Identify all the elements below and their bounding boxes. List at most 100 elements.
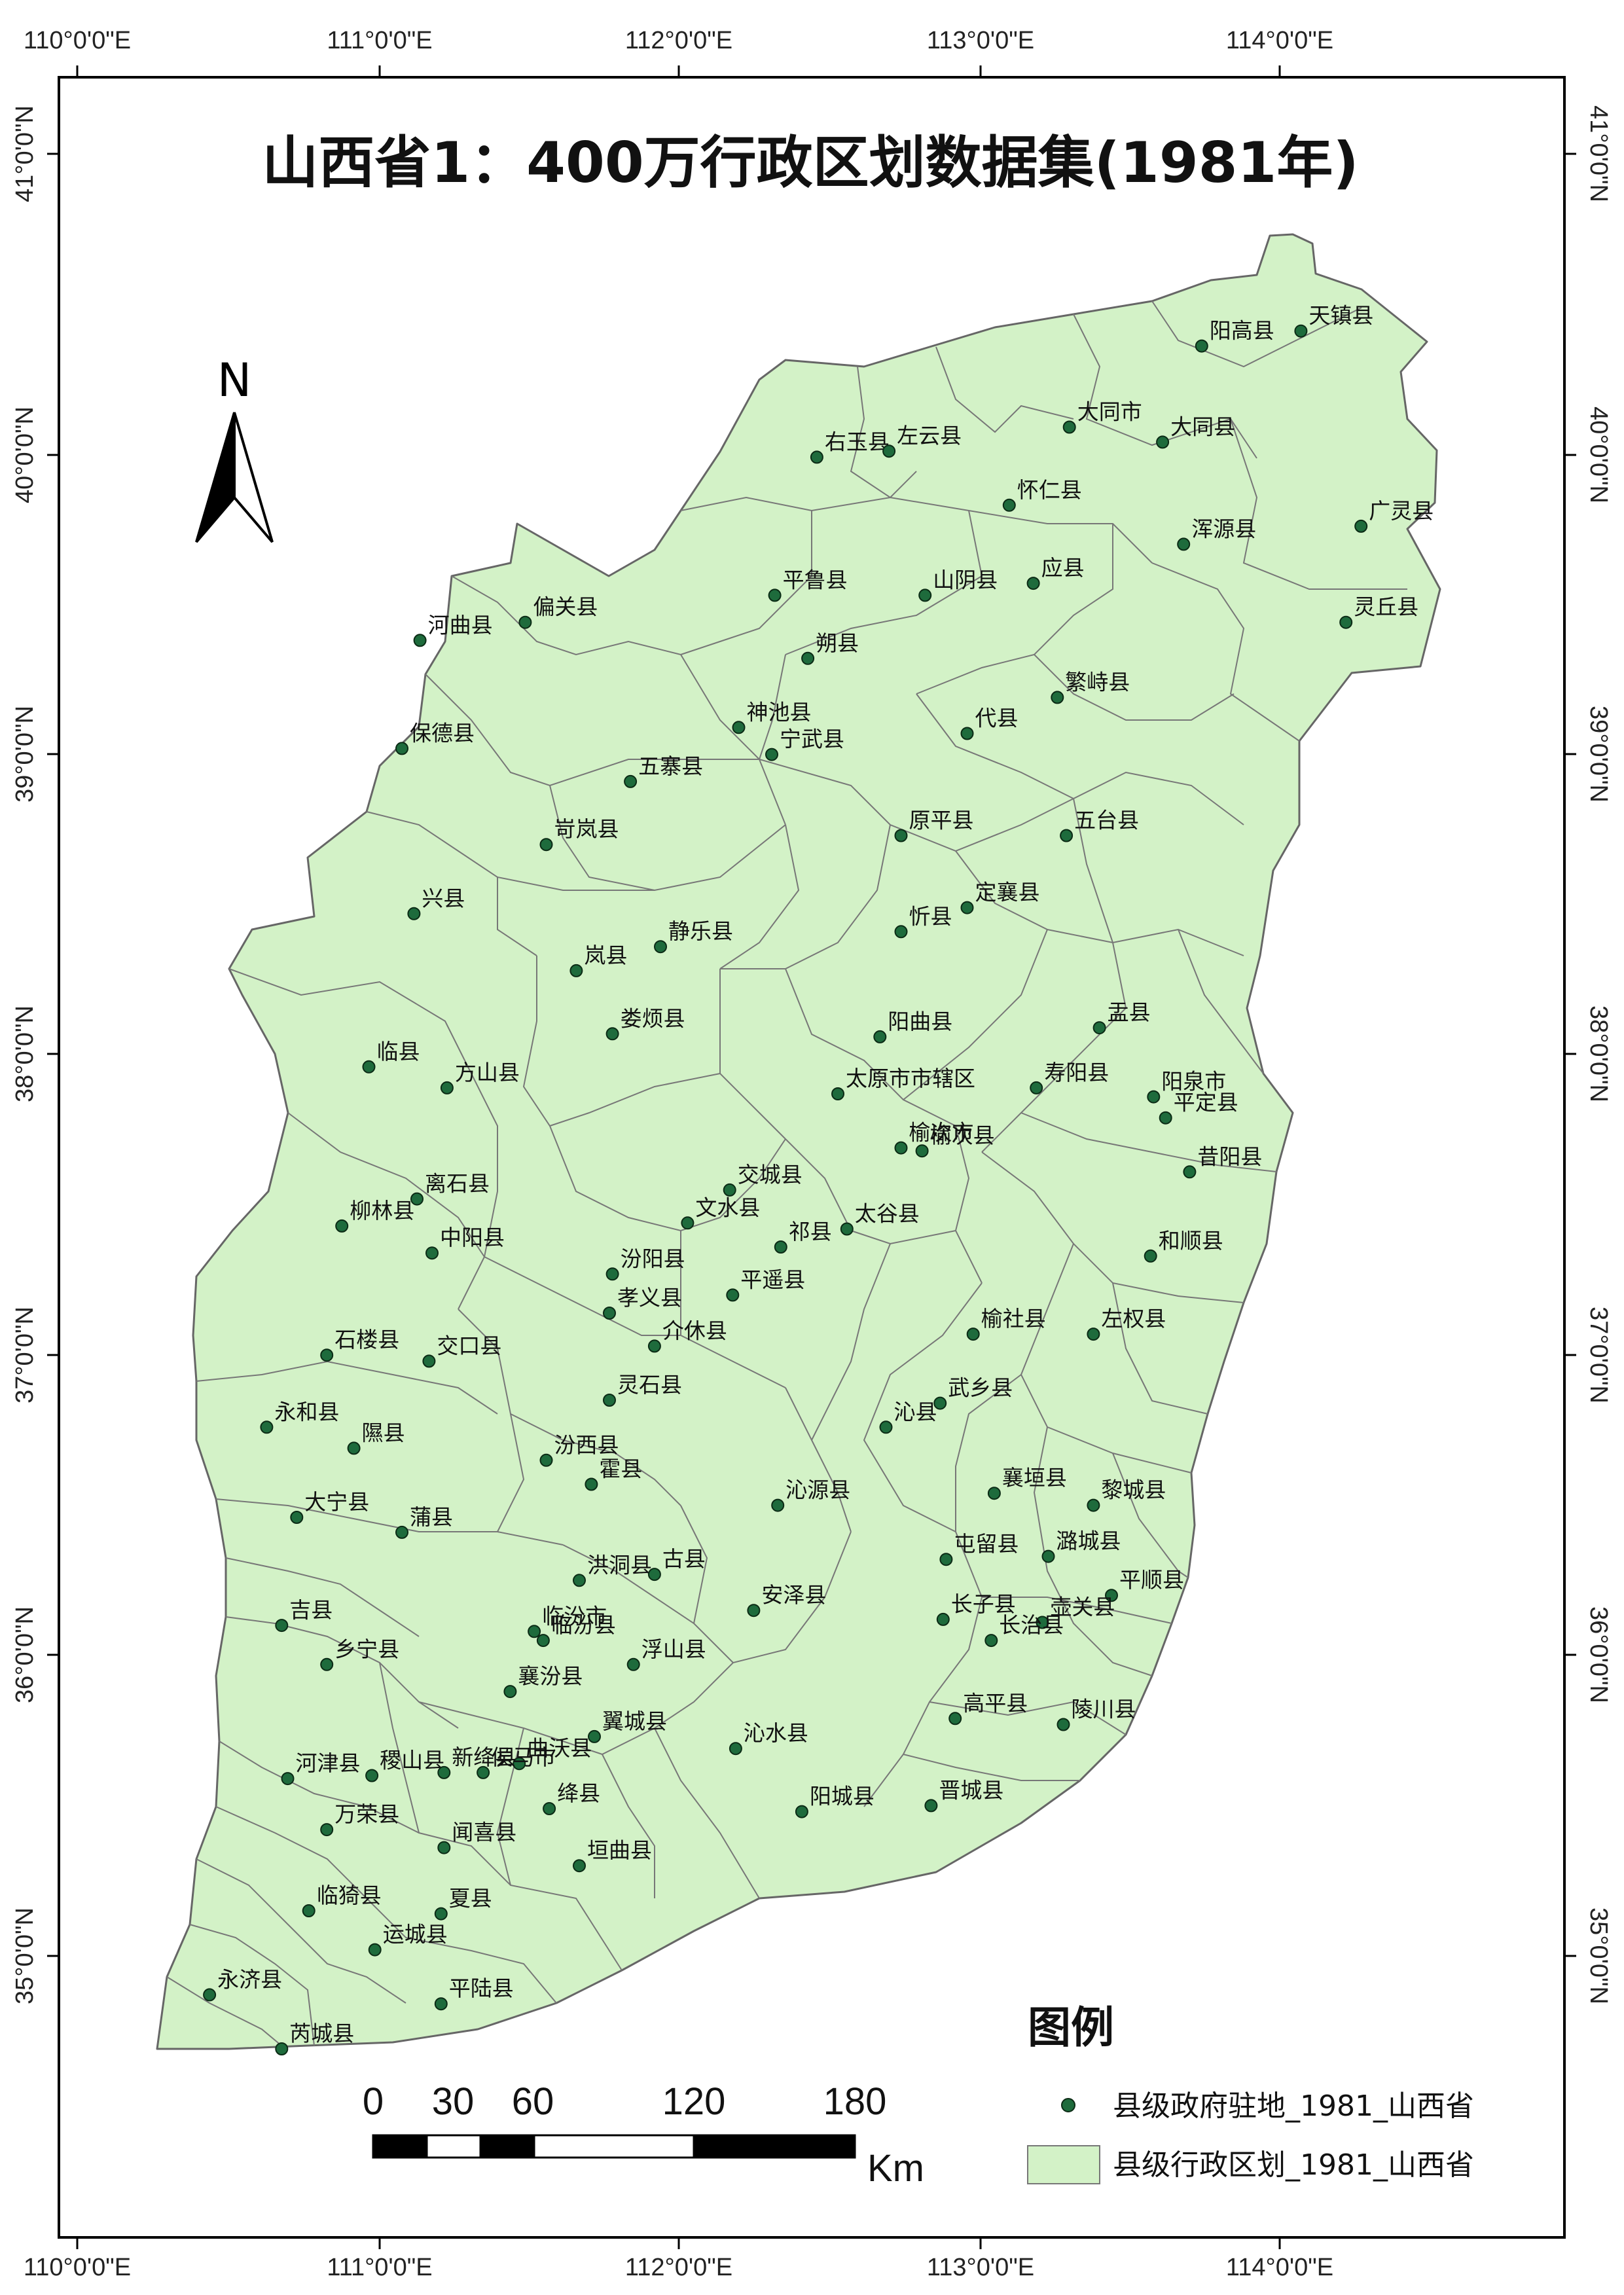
county-seat-dot (1159, 1111, 1172, 1125)
scale-bar: 0 30 60 120 180 Km (363, 2080, 924, 2190)
county-seat-dot (840, 1222, 854, 1236)
county-label: 潞城县 (1056, 1528, 1121, 1554)
shanxi-province-polygon (156, 233, 1441, 2050)
county-label: 沁源县 (785, 1477, 850, 1503)
county-seat-dot (918, 588, 932, 602)
county-label: 太谷县 (855, 1201, 920, 1227)
county-label: 晋城县 (939, 1777, 1003, 1803)
county-seat-dot (939, 1553, 953, 1566)
lon-label-bottom: 110°0'0"E (24, 2254, 131, 2281)
county-seat-dot (425, 1246, 439, 1260)
county-label: 兴县 (422, 886, 465, 911)
county-label: 介休县 (662, 1318, 727, 1343)
county-seat-dot (984, 1634, 998, 1648)
county-label: 绛县 (557, 1780, 600, 1806)
county-label: 临县 (377, 1039, 420, 1064)
county-seat-dot (729, 1742, 742, 1756)
county-seat-dot (1147, 1090, 1161, 1104)
county-seat-dot (765, 748, 778, 761)
county-seat-dot (1030, 1081, 1043, 1094)
county-label: 榆次市 (909, 1120, 974, 1146)
county-seat-dot (924, 1799, 938, 1813)
lat-label-right: 38°0'0"N (1585, 1005, 1612, 1102)
county-label: 盂县 (1108, 1000, 1151, 1025)
graticule-bottom-labels: 110°0'0"E 111°0'0"E 112°0'0"E 113°0'0"E … (24, 2254, 1333, 2281)
lon-label-top: 113°0'0"E (927, 27, 1034, 54)
scale-segment (425, 2134, 482, 2159)
lat-label-right: 36°0'0"N (1585, 1606, 1612, 1703)
county-seat-dot (1294, 324, 1308, 338)
lat-label-left: 36°0'0"N (11, 1606, 39, 1703)
county-seat-dot (810, 450, 823, 464)
county-label: 闻喜县 (452, 1820, 516, 1845)
county-label: 洪洞县 (587, 1552, 652, 1578)
county-label: 临猗县 (317, 1883, 382, 1908)
county-label: 榆次县 (930, 1123, 995, 1148)
county-seat-dot (723, 1183, 736, 1197)
county-label: 离石县 (425, 1171, 490, 1197)
county-label: 左云县 (897, 423, 962, 448)
scale-segment (372, 2134, 428, 2159)
county-seat-dot (275, 2042, 289, 2055)
north-arrow: N (195, 353, 274, 543)
county-seat-dot (795, 1805, 808, 1818)
county-seat-dot (290, 1511, 304, 1524)
lat-label-right: 37°0'0"N (1585, 1307, 1612, 1403)
county-label: 古县 (662, 1546, 706, 1572)
map-frame (58, 76, 1566, 2239)
county-label: 新绛县 (452, 1744, 516, 1770)
county-seat-dot (437, 1841, 451, 1854)
county-seat-dot (281, 1772, 295, 1786)
lat-label-left: 37°0'0"N (11, 1307, 39, 1403)
county-seat-dot (573, 1574, 586, 1587)
county-seat-dot (882, 444, 896, 458)
lat-label-left: 35°0'0"N (11, 1907, 39, 2004)
county-seat-dot (320, 1657, 334, 1671)
county-label: 代县 (975, 706, 1019, 731)
county-label: 灵丘县 (1354, 594, 1418, 620)
county-seat-dot (1051, 691, 1064, 704)
county-label: 阳高县 (1210, 318, 1274, 344)
county-seat-dot (1002, 498, 1016, 512)
county-label: 五台县 (1074, 808, 1139, 833)
county-seat-dot (768, 588, 782, 602)
county-label: 大同市 (1077, 399, 1142, 425)
county-label: 太原市市辖区 (846, 1066, 975, 1091)
county-seat-dot (1056, 1718, 1070, 1731)
scale-tick-label: 120 (662, 2080, 726, 2123)
county-seat-dot (539, 838, 553, 852)
county-label: 柳林县 (350, 1198, 414, 1223)
county-seat-dot (1092, 1021, 1106, 1035)
county-label: 定襄县 (975, 880, 1040, 905)
county-seat-dot (1062, 420, 1076, 434)
county-label: 永和县 (274, 1399, 339, 1424)
county-label: 左权县 (1101, 1306, 1166, 1331)
county-label: 壶关县 (1050, 1595, 1115, 1620)
county-label: 保德县 (410, 720, 475, 746)
county-seat-dot (569, 964, 583, 977)
county-label: 垣曲县 (587, 1837, 652, 1863)
county-seat-dot (771, 1498, 785, 1512)
county-seat-dot (1105, 1589, 1118, 1602)
county-seat-dot (960, 901, 974, 914)
county-label: 交口县 (437, 1333, 501, 1358)
county-label: 乡宁县 (334, 1636, 399, 1662)
county-boundaries (166, 300, 1407, 2046)
county-label: 黎城县 (1101, 1477, 1166, 1503)
lon-label-bottom: 114°0'0"E (1226, 2254, 1333, 2281)
county-label: 河曲县 (428, 612, 493, 638)
county-label: 昔阳县 (1197, 1144, 1262, 1169)
county-seat-dot (879, 1420, 893, 1434)
county-seat-dot (302, 1904, 316, 1917)
lat-label-left: 39°0'0"N (11, 706, 39, 803)
county-seat-dot (894, 925, 908, 939)
county-seat-dot (362, 1060, 376, 1074)
county-label: 稷山县 (380, 1748, 444, 1773)
county-seat-dot (624, 774, 638, 788)
county-label: 文水县 (695, 1195, 760, 1220)
county-label: 大宁县 (304, 1489, 369, 1515)
county-seat-dot (1026, 577, 1040, 590)
county-seat-dot (1339, 615, 1353, 629)
scale-segment (693, 2134, 856, 2159)
